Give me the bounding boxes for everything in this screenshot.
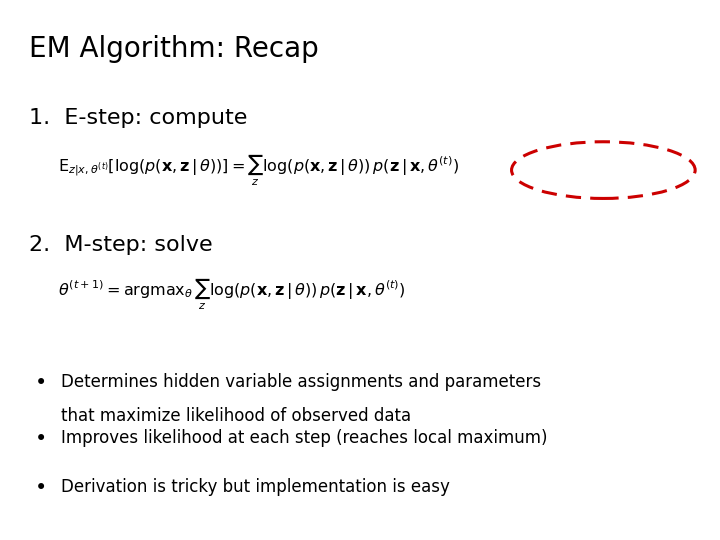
Text: Derivation is tricky but implementation is easy: Derivation is tricky but implementation …: [61, 478, 450, 496]
Text: 1.  E-step: compute: 1. E-step: compute: [29, 108, 247, 128]
Text: 2.  M-step: solve: 2. M-step: solve: [29, 235, 212, 255]
Text: $\theta^{(t+1)} = \mathrm{argmax}_{\theta}\, \sum_{z} \log(p(\mathbf{x},\mathbf{: $\theta^{(t+1)} = \mathrm{argmax}_{\thet…: [58, 276, 405, 312]
Text: Improves likelihood at each step (reaches local maximum): Improves likelihood at each step (reache…: [61, 429, 548, 447]
Text: $\mathrm{E}_{z|x,\theta^{(t)}}\left[\log(p(\mathbf{x},\mathbf{z}\,|\,\theta))\ri: $\mathrm{E}_{z|x,\theta^{(t)}}\left[\log…: [58, 152, 459, 188]
Text: •: •: [35, 373, 47, 393]
Text: Determines hidden variable assignments and parameters: Determines hidden variable assignments a…: [61, 373, 541, 390]
Text: that maximize likelihood of observed data: that maximize likelihood of observed dat…: [61, 407, 411, 424]
Text: EM Algorithm: Recap: EM Algorithm: Recap: [29, 35, 318, 63]
Text: •: •: [35, 429, 47, 449]
Text: •: •: [35, 478, 47, 498]
